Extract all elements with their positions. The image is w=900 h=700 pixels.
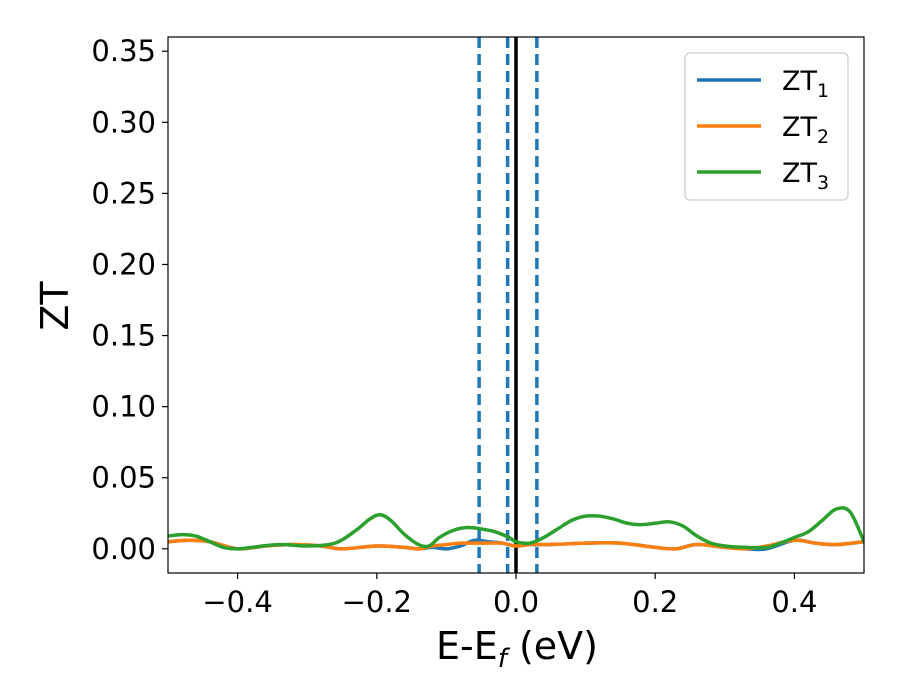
y-tick-label: 0.35: [91, 34, 156, 68]
series-line-3: [168, 506, 864, 551]
x-tick-label: −0.2: [342, 585, 412, 619]
y-tick-label: 0.25: [91, 176, 156, 210]
y-tick-label: 0.00: [91, 532, 156, 566]
y-axis-ticks: 0.00 0.05 0.10 0.15 0.20 0.25 0.30 0.35: [91, 34, 168, 566]
vertical-reference-lines: [477, 37, 539, 573]
series-lines: [168, 506, 864, 552]
x-axis-ticks: −0.4 −0.2 0.0 0.2 0.4: [202, 573, 817, 619]
y-tick-label: 0.30: [91, 105, 156, 139]
x-tick-label: −0.4: [202, 585, 272, 619]
x-axis-label: E-Ef (eV): [436, 624, 598, 674]
legend-label-3: ZT3: [782, 158, 829, 194]
x-tick-label: 0.4: [771, 585, 817, 619]
y-tick-label: 0.15: [91, 319, 156, 353]
legend-box: [684, 52, 849, 201]
y-axis-label: ZT: [33, 281, 77, 331]
x-tick-label: 0.0: [493, 585, 539, 619]
y-tick-label: 0.05: [91, 461, 156, 495]
legend: ZT1 ZT2 ZT3: [684, 52, 849, 201]
x-axis-label-suffix: (eV): [507, 624, 598, 668]
y-tick-label: 0.10: [91, 390, 156, 424]
legend-label-2: ZT2: [782, 112, 829, 148]
y-tick-label: 0.20: [91, 247, 156, 281]
legend-label-1: ZT1: [782, 66, 829, 102]
x-axis-label-main: E-E: [436, 624, 498, 668]
x-tick-label: 0.2: [632, 585, 678, 619]
